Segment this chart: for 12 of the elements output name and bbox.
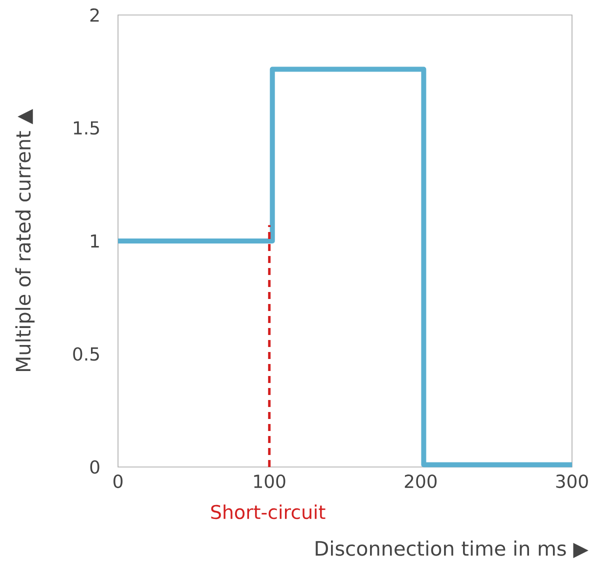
y-tick-label: 0 — [90, 460, 100, 474]
x-tick-label: 200 — [404, 474, 437, 488]
x-tick-label: 300 — [556, 474, 588, 488]
text: Short-circuit — [211, 504, 326, 520]
y-tick-label: 2 — [90, 8, 99, 22]
y-tick-label: 0.5 — [73, 347, 99, 361]
y-tick-label: 1 — [91, 234, 99, 248]
x-axis-title: Disconnection time in ms ▶ — [316, 540, 588, 558]
y-tick-label: 1.5 — [74, 121, 99, 135]
x-tick-label: 100 — [254, 474, 286, 488]
y-axis-title: Multiple of rated current ▲ — [15, 109, 35, 372]
x-tick-label: 0 — [113, 474, 123, 488]
